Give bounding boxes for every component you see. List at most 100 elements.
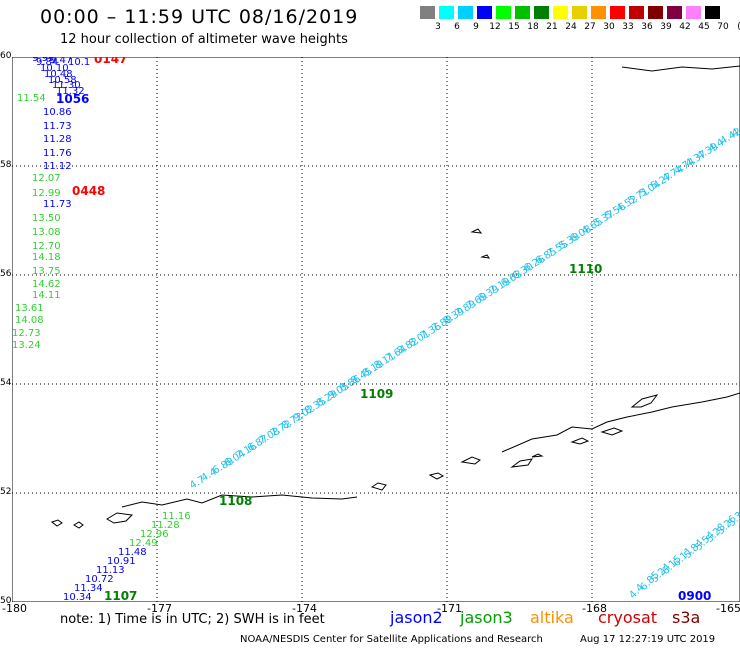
legend-s3a: s3a (672, 608, 701, 627)
swh-label: 10.1 (68, 57, 90, 68)
pass-time-label: 0900 (678, 589, 711, 602)
colorbar-swatch (705, 6, 720, 19)
lon-tick-label: -177 (147, 602, 172, 615)
swh-label: 4.07 (730, 119, 740, 140)
pass-time-label: 1056 (56, 92, 89, 106)
coastlines (50, 65, 740, 529)
colorbar-label: 15 (508, 22, 520, 32)
colorbar-swatch (534, 6, 549, 19)
swh-label: 14.08 (15, 315, 44, 326)
colorbar-label: 3 (435, 22, 441, 32)
swh-label: 9.84 (36, 57, 58, 68)
swh-label: 11.48 (118, 547, 147, 558)
swh-label: 13.08 (32, 227, 61, 238)
swh-label: 13.24 (12, 340, 41, 351)
swh-label: 10.86 (43, 107, 72, 118)
colorbar-swatch (496, 6, 511, 19)
lat-tick-label: 54 (0, 378, 12, 388)
lat-tick-label: 58 (0, 160, 12, 170)
lat-tick-label: 50 (0, 596, 12, 606)
swh-label: 12.70 (32, 241, 61, 252)
lat-tick-label: 60 (0, 51, 12, 61)
swh-label: 11.76 (43, 148, 72, 159)
swh-label: 11.73 (43, 199, 72, 210)
colorbar-swatch (515, 6, 530, 19)
swh-label: 12.73 (12, 328, 41, 339)
swh-label: 13.61 (15, 303, 44, 314)
swh-label: 13.75 (32, 266, 61, 277)
colorbar-label: 70 (717, 22, 729, 32)
swh-label: 9.47 (50, 57, 72, 66)
colorbar-swatch (553, 6, 568, 19)
rat-islands (370, 456, 481, 491)
swh-label: 12.99 (32, 188, 61, 199)
swh-label: 9.99 (32, 57, 54, 64)
swh-label: 14.11 (32, 290, 61, 301)
lon-tick-label: -165 (716, 602, 740, 615)
colorbar-label: 39 (660, 22, 672, 32)
note-text: note: 1) Time is in UTC; 2) SWH is in fe… (60, 612, 325, 627)
swh-label: 11.54 (17, 93, 46, 104)
map-plot-area: 9.99 9.47 10.1 9.84 10.10 10.48 10.58 11.30 11.3… (11, 52, 740, 603)
colorbar-label: 18 (527, 22, 539, 32)
swh-label: 10.72 (85, 574, 114, 585)
colorbar-swatch (477, 6, 492, 19)
swh-label: 10.10 (40, 63, 69, 74)
swh-label: 11.32 (56, 86, 85, 97)
swh-label: 14.62 (32, 279, 61, 290)
swh-label: 10.48 (44, 69, 73, 80)
colorbar-label: 45 (698, 22, 710, 32)
colorbar-swatch (572, 6, 587, 19)
colorbar-label: 27 (584, 22, 596, 32)
figure-title: 00:00 – 11:59 UTC 08/16/2019 (40, 6, 359, 28)
colorbar-unit: (ft) (732, 22, 740, 32)
swh-label: 11.12 (43, 161, 72, 172)
colorbar-label: 33 (622, 22, 634, 32)
graticule (12, 57, 740, 602)
pass-time-label: 1110 (569, 262, 602, 276)
pass-time-label: 0147 (94, 57, 127, 66)
colorbar-swatch (610, 6, 625, 19)
colorbar-label: 36 (641, 22, 653, 32)
pass-time-label: 1109 (360, 387, 393, 401)
lon-tick-label: -174 (292, 602, 317, 615)
colorbar-swatch (648, 6, 663, 19)
credit-text: NOAA/NESDIS Center for Satellite Applica… (240, 634, 543, 645)
swh-label: 11.30 (52, 80, 81, 91)
swh-label: 11.34 (74, 583, 103, 594)
pass-time-label: 0448 (72, 184, 105, 198)
colorbar-swatch (667, 6, 682, 19)
pribilof-islands (470, 228, 491, 259)
lon-tick-label: -171 (437, 602, 462, 615)
map-svg: 9.999.4710.19.8410.1010.4810.5811.3011.3… (11, 52, 740, 603)
colorbar-swatch (591, 6, 606, 19)
colorbar-label: 9 (473, 22, 479, 32)
swh-label: 12.49 (129, 538, 158, 549)
legend-cryosat: cryosat (598, 608, 658, 627)
colorbar-swatch (686, 6, 701, 19)
swh-label: 11.28 (43, 134, 72, 145)
lat-tick-label: 52 (0, 487, 12, 497)
bristol-coast (621, 65, 740, 72)
swh-label: 10.34 (63, 592, 92, 602)
unimak-island (630, 394, 659, 408)
colorbar-swatch (420, 6, 435, 19)
swh-label: 11.13 (96, 565, 125, 576)
colorbar-swatch (439, 6, 454, 19)
pass-time-label: 1108 (219, 494, 252, 508)
colorbar-label: 21 (546, 22, 558, 32)
swh-label: 11.16 (162, 511, 191, 522)
fox-islands (510, 427, 624, 468)
swh-label: 12.96 (140, 529, 169, 540)
colorbar-label: 30 (603, 22, 615, 32)
figure-subtitle: 12 hour collection of altimeter wave hei… (60, 32, 348, 47)
colorbar-label: 42 (679, 22, 691, 32)
colorbar-label: 12 (489, 22, 501, 32)
swh-label: 13.50 (32, 213, 61, 224)
lon-tick-label: -168 (582, 602, 607, 615)
swh-label: 10.58 (48, 75, 77, 86)
aleutian-islands-west (121, 494, 358, 508)
colorbar-label: 24 (565, 22, 577, 32)
swh-label: 10.91 (107, 556, 136, 567)
